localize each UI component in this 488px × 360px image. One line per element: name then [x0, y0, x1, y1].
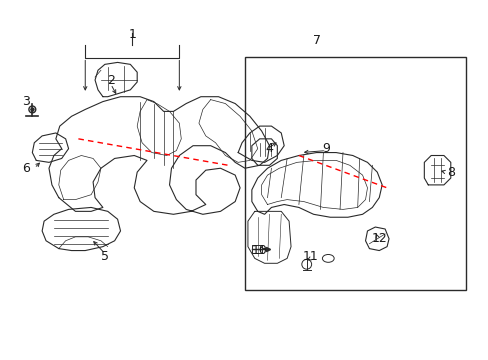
Bar	[244, 57, 466, 290]
Text: 12: 12	[370, 232, 386, 245]
Text: 7: 7	[312, 34, 320, 48]
Text: 3: 3	[22, 95, 30, 108]
Text: 5: 5	[101, 250, 109, 263]
Text: 11: 11	[302, 250, 318, 263]
Text: 8: 8	[446, 166, 454, 179]
Text: 10: 10	[251, 244, 267, 257]
Text: 4: 4	[265, 142, 273, 155]
Text: 2: 2	[106, 73, 114, 86]
Text: 9: 9	[322, 142, 329, 155]
Text: 1: 1	[128, 28, 136, 41]
Text: 6: 6	[22, 162, 30, 175]
